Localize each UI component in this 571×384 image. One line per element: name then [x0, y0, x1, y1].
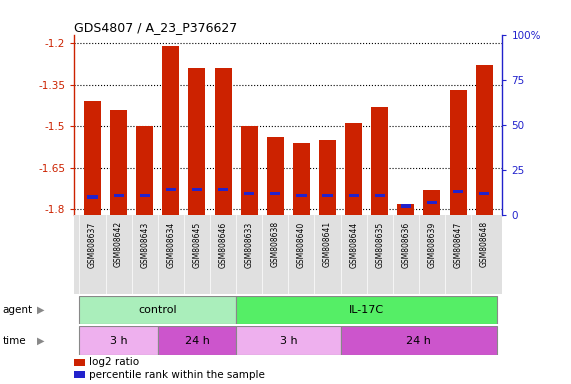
Text: agent: agent — [3, 305, 33, 315]
Text: IL-17C: IL-17C — [349, 305, 384, 315]
Bar — [293, 143, 310, 215]
Text: GSM808639: GSM808639 — [428, 221, 436, 268]
Bar — [270, 192, 280, 195]
Text: log2 ratio: log2 ratio — [89, 358, 139, 367]
Bar — [401, 204, 411, 208]
Text: 3 h: 3 h — [280, 336, 297, 346]
Bar — [241, 126, 258, 215]
Text: GSM808633: GSM808633 — [245, 221, 254, 268]
Bar — [215, 68, 232, 215]
Text: GSM808637: GSM808637 — [88, 221, 97, 268]
Bar — [110, 109, 127, 215]
Text: GDS4807 / A_23_P376627: GDS4807 / A_23_P376627 — [74, 21, 238, 34]
Text: control: control — [139, 305, 177, 315]
Bar — [192, 188, 202, 192]
Bar — [136, 126, 153, 215]
Text: GSM808643: GSM808643 — [140, 221, 149, 268]
Text: percentile rank within the sample: percentile rank within the sample — [89, 370, 264, 380]
Text: 3 h: 3 h — [110, 336, 127, 346]
Bar — [348, 194, 359, 197]
Bar — [87, 195, 98, 199]
Text: GSM808647: GSM808647 — [453, 221, 463, 268]
Bar — [188, 68, 206, 215]
Bar — [296, 194, 307, 197]
Bar — [323, 194, 333, 197]
Bar — [479, 192, 489, 195]
Text: GSM808644: GSM808644 — [349, 221, 358, 268]
Bar — [218, 188, 228, 192]
Text: GSM808641: GSM808641 — [323, 221, 332, 268]
Text: GSM808642: GSM808642 — [114, 221, 123, 268]
Bar — [236, 326, 340, 355]
Bar — [397, 204, 415, 215]
Text: time: time — [3, 336, 26, 346]
Text: ▶: ▶ — [37, 305, 45, 315]
Bar — [345, 123, 362, 215]
Bar — [424, 190, 440, 215]
Bar — [236, 296, 497, 324]
Text: GSM808645: GSM808645 — [192, 221, 202, 268]
Text: ▶: ▶ — [37, 336, 45, 346]
Bar — [340, 326, 497, 355]
Text: GSM808635: GSM808635 — [375, 221, 384, 268]
Bar — [375, 194, 385, 197]
Bar — [140, 194, 150, 197]
Bar — [84, 101, 101, 215]
Text: 24 h: 24 h — [407, 336, 431, 346]
Bar — [114, 194, 124, 197]
Bar — [166, 188, 176, 192]
Bar — [244, 192, 254, 195]
Text: 24 h: 24 h — [184, 336, 210, 346]
Bar — [476, 65, 493, 215]
Bar — [267, 137, 284, 215]
Bar — [453, 190, 463, 193]
Bar — [158, 326, 236, 355]
Text: GSM808638: GSM808638 — [271, 221, 280, 268]
Text: GSM808640: GSM808640 — [297, 221, 306, 268]
Text: GSM808634: GSM808634 — [166, 221, 175, 268]
Text: GSM808646: GSM808646 — [219, 221, 228, 268]
Bar — [162, 46, 179, 215]
Bar — [371, 107, 388, 215]
Text: GSM808636: GSM808636 — [401, 221, 411, 268]
Text: GSM808648: GSM808648 — [480, 221, 489, 268]
Bar — [449, 90, 467, 215]
Bar — [79, 326, 158, 355]
Bar — [427, 201, 437, 204]
Bar — [79, 296, 236, 324]
Bar — [319, 140, 336, 215]
